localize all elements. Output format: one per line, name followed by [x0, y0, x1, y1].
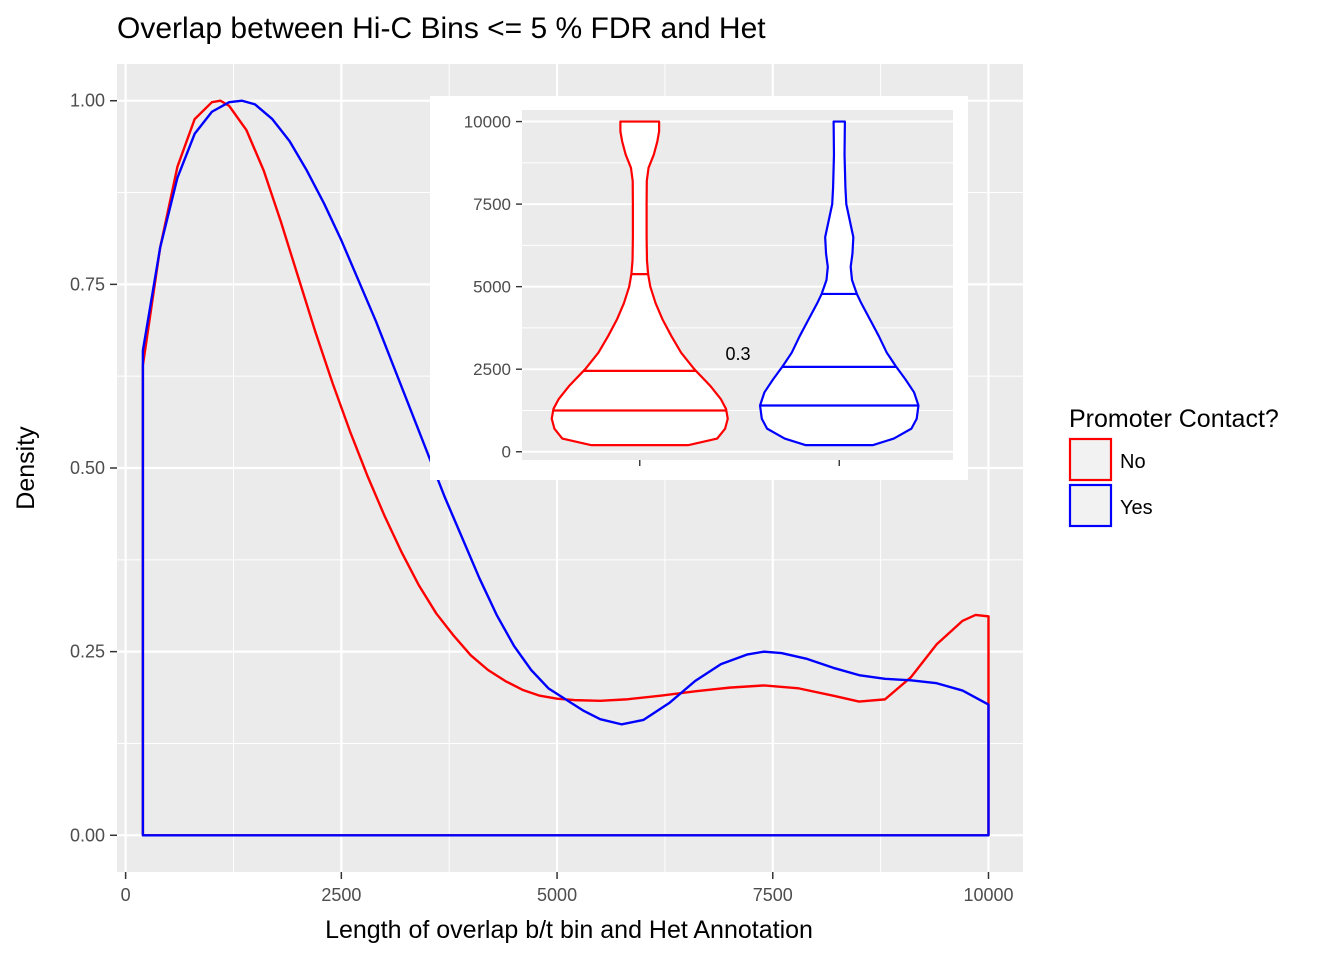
- inset-violin-plot: 0 2500 5000 7500 10000 0.3: [430, 96, 968, 480]
- y-axis-ticks: 0.00 0.25 0.50 0.75 1.00: [70, 91, 117, 845]
- x-tick-label: 0: [121, 885, 131, 905]
- density-line-yes: [141, 99, 990, 837]
- density-line-no: [141, 99, 990, 837]
- y-tick-label: 0.50: [70, 458, 105, 478]
- x-axis-ticks: 0 2500 5000 7500 10000: [121, 872, 1014, 905]
- x-tick-label: 10000: [963, 885, 1013, 905]
- legend-label-yes: Yes: [1120, 497, 1153, 519]
- inset-x-axis-ticks: [639, 460, 840, 466]
- inset-y-tick-label: 0: [502, 443, 511, 462]
- chart-title: Overlap between Hi-C Bins <= 5 % FDR and…: [117, 12, 766, 45]
- y-tick-label: 0.25: [70, 642, 105, 662]
- density-series: [141, 99, 990, 837]
- inset-y-axis-ticks: 0 2500 5000 7500 10000: [464, 113, 522, 462]
- inset-y-tick-label: 2500: [473, 360, 511, 379]
- x-axis-title: Length of overlap b/t bin and Het Annota…: [325, 916, 813, 944]
- legend-key-yes: [1068, 483, 1113, 528]
- inset-y-tick-label: 10000: [464, 113, 511, 132]
- x-tick-label: 5000: [537, 885, 577, 905]
- y-tick-label: 1.00: [70, 91, 105, 111]
- legend-title: Promoter Contact?: [1069, 405, 1279, 433]
- inset-annotation: 0.3: [725, 344, 750, 364]
- legend-keys: No Yes: [1068, 437, 1153, 528]
- y-axis-title: Density: [12, 426, 40, 510]
- y-tick-label: 0.75: [70, 274, 105, 294]
- violin-no: [550, 120, 729, 447]
- y-tick-label: 0.00: [70, 825, 105, 845]
- legend-label-no: No: [1120, 451, 1146, 473]
- legend-key-no: [1068, 437, 1113, 482]
- x-tick-label: 7500: [753, 885, 793, 905]
- legend: Promoter Contact? No Yes: [1068, 405, 1279, 528]
- inset-y-tick-label: 5000: [473, 278, 511, 297]
- inset-y-tick-label: 7500: [473, 195, 511, 214]
- x-tick-label: 2500: [321, 885, 361, 905]
- inset-violins: [550, 120, 920, 447]
